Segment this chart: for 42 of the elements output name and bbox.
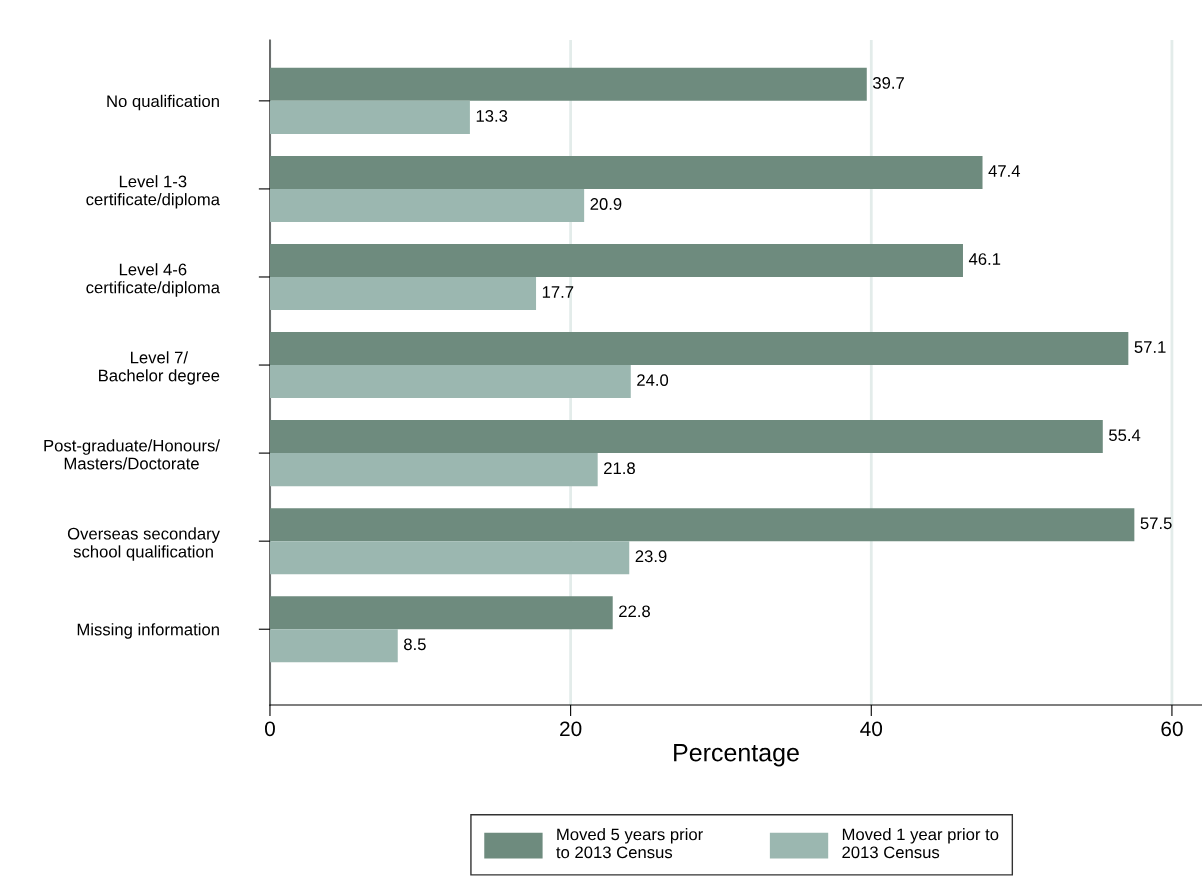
- y-tick-label: No qualification: [107, 94, 219, 111]
- bar: [269, 596, 613, 630]
- data-label: 13.3: [476, 110, 508, 122]
- data-label: 22.8: [619, 605, 650, 618]
- data-label: 8.5: [404, 638, 426, 651]
- legend-label: Moved 1 year prior to 2013 Census: [842, 828, 999, 859]
- data-label: 17.7: [542, 286, 574, 298]
- y-tick-label: Level 7/ Bachelor degree: [99, 351, 220, 385]
- y-tick-label: Level 4-6 certificate/diploma: [86, 263, 220, 297]
- bar: [269, 365, 631, 399]
- data-label: 47.4: [988, 165, 1021, 177]
- bar: [269, 100, 470, 134]
- x-tick-label: 60: [1161, 721, 1183, 737]
- data-label: 23.9: [635, 550, 667, 563]
- x-axis-title: Percentage: [674, 744, 799, 767]
- bar: [269, 420, 1103, 454]
- data-label: 21.8: [604, 462, 635, 475]
- y-tick-label: Level 1-3 certificate/diploma: [86, 175, 220, 209]
- y-tick-label: Post-graduate/Honours/ Masters/Doctorate: [44, 439, 220, 470]
- x-tick-label: 40: [860, 721, 883, 737]
- bar: [269, 243, 963, 277]
- data-label: 20.9: [590, 198, 622, 210]
- data-label: 55.4: [1109, 429, 1141, 442]
- data-label: 24.0: [637, 374, 669, 387]
- bar: [269, 332, 1129, 366]
- bar: [269, 508, 1135, 542]
- data-label: 39.7: [872, 77, 904, 89]
- y-tick-label: Overseas secondary school qualification: [67, 527, 220, 561]
- bar: [269, 188, 585, 222]
- x-tick-label: 0: [264, 721, 275, 737]
- bar: [269, 453, 598, 487]
- legend-label: Moved 5 years prior to 2013 Census: [556, 828, 703, 859]
- y-tick-label: Missing information: [77, 623, 219, 639]
- data-label: 57.5: [1140, 517, 1172, 530]
- bar: [269, 155, 983, 189]
- x-tick-label: 20: [560, 721, 582, 737]
- bar: [269, 541, 630, 575]
- bar: [269, 629, 398, 663]
- bar: [269, 67, 867, 101]
- data-label: 57.1: [1134, 341, 1166, 353]
- data-label: 46.1: [968, 253, 1001, 265]
- bar: [269, 276, 537, 310]
